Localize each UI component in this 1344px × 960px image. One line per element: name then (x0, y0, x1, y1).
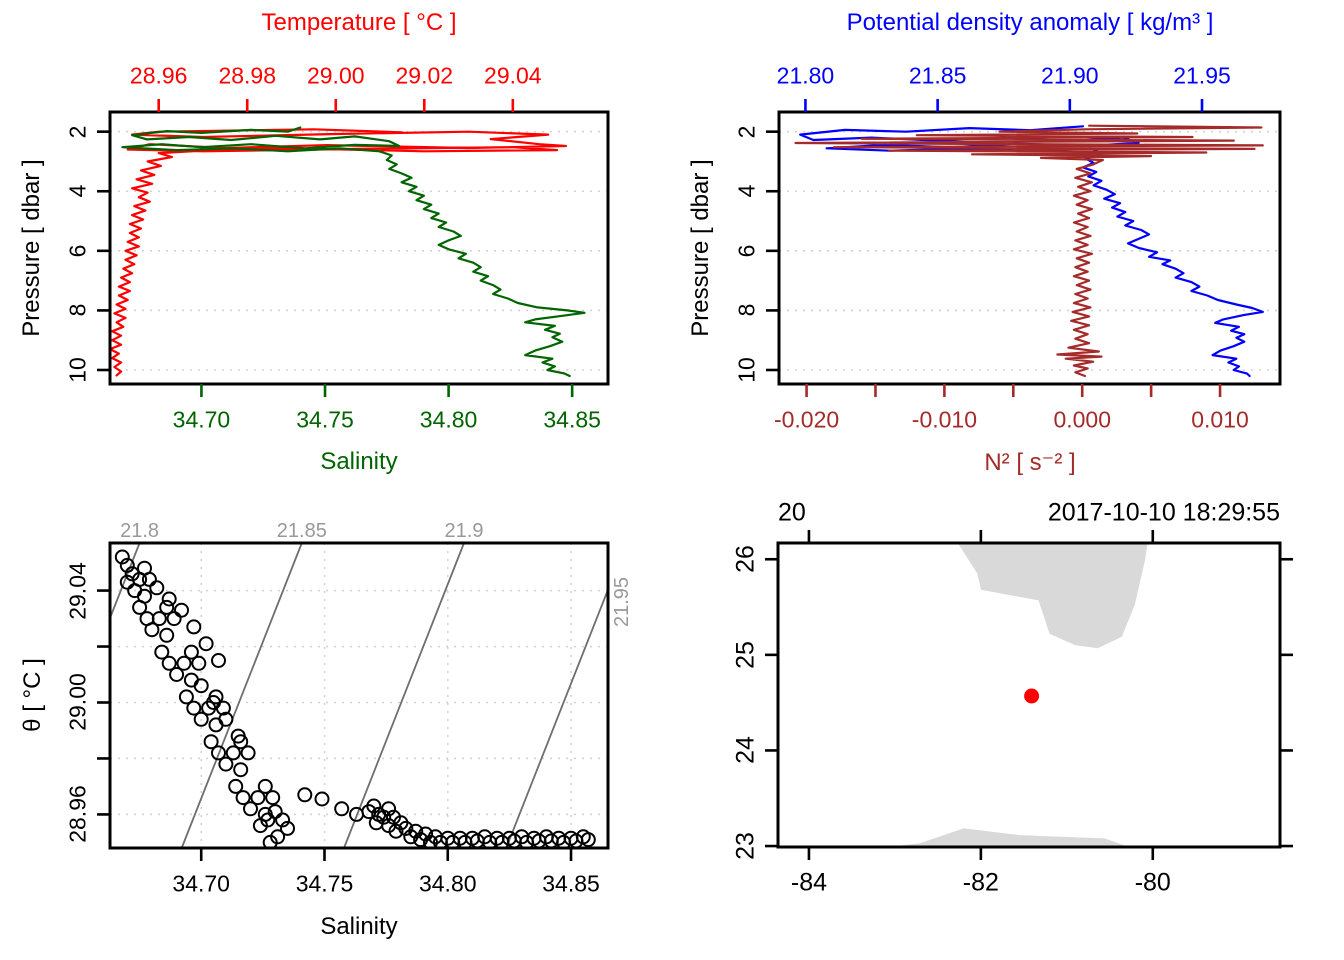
p1-left-tick-label-2: 6 (64, 244, 91, 258)
p2-bottom-tick-label-4: 0.000 (1053, 406, 1111, 433)
pressure-axis-title-right-panel: Pressure [ dbar ] (687, 159, 714, 337)
p1-top-tick-label-1: 28.98 (218, 62, 276, 89)
pressure-axis-title-left-panel: Pressure [ dbar ] (18, 159, 45, 337)
p1-left-tick-label-1: 4 (64, 184, 91, 198)
p2-left-tick-label-0: 2 (733, 125, 760, 139)
density-axis-title: Potential density anomaly [ kg/m³ ] (846, 9, 1214, 36)
p4-lon-tick-label-0: -84 (790, 868, 828, 897)
p2-bottom-tick-label-2: -0.010 (911, 406, 977, 433)
p2-left-tick-label-3: 8 (733, 304, 760, 317)
p3-left-tick-label-4: 29.04 (64, 561, 91, 620)
p3-bottom-tick-label-3: 34.85 (542, 870, 600, 897)
p2-top-tick-label-0: 21.80 (776, 62, 835, 89)
theta-axis-title: θ [ °C ] (19, 658, 46, 732)
p4-lon-tick-label-2: -80 (1134, 868, 1171, 897)
p2-left-tick-label-2: 6 (733, 244, 760, 258)
p1-bottom-tick-label-2: 34.80 (419, 406, 478, 433)
p2-top-tick-label-2: 21.90 (1041, 62, 1099, 89)
salinity-axis-title: Salinity (320, 448, 398, 475)
station-location-dot (1024, 688, 1040, 704)
temperature-axis-title: Temperature [ °C ] (261, 9, 457, 36)
p2-top-tick-label-1: 21.85 (908, 62, 967, 89)
p1-left-tick-label-0: 2 (64, 125, 91, 139)
p4-lat-tick-label-3: 26 (731, 545, 760, 574)
land-cuba (886, 828, 1133, 847)
p4-lat-tick-label-2: 25 (731, 640, 760, 669)
p2-left-tick-label-4: 10 (733, 357, 760, 383)
p1-bottom-tick-label-0: 34.70 (172, 406, 231, 433)
isopycnal-label-21.9: 21.9 (444, 520, 484, 542)
p1-top-tick-label-0: 28.96 (129, 62, 188, 89)
p3-left-tick-label-0: 28.96 (64, 785, 91, 844)
p3-bottom-tick-label-1: 34.75 (295, 870, 354, 897)
p4-lat-tick-label-0: 23 (731, 832, 760, 860)
station-datetime-label: 2017-10-10 18:29:55 (1047, 498, 1280, 527)
p3-bottom-tick-label-0: 34.70 (172, 870, 230, 897)
station-number-label: 20 (778, 498, 806, 527)
p1-top-tick-label-3: 29.02 (395, 62, 454, 89)
p3-bottom-tick-label-2: 34.80 (418, 870, 477, 897)
p2-bottom-tick-label-0: -0.020 (773, 406, 840, 433)
ts-salinity-axis-title: Salinity (320, 913, 398, 940)
p1-top-tick-label-2: 29.00 (306, 62, 365, 89)
p2-bottom-tick-label-6: 0.010 (1191, 406, 1249, 433)
p2-top-tick-label-3: 21.95 (1173, 62, 1231, 89)
land-florida (957, 543, 1148, 649)
isopycnal-label-21.85: 21.85 (276, 520, 327, 542)
p4-lon-tick-label-1: -82 (962, 868, 999, 897)
isopycnal-label-21.95: 21.95 (611, 576, 633, 627)
p3-left-tick-label-2: 29.00 (64, 673, 91, 732)
p1-top-tick-label-4: 29.04 (484, 62, 542, 89)
p1-left-tick-label-4: 10 (64, 357, 91, 383)
p1-left-tick-label-3: 8 (64, 304, 91, 317)
p4-lat-tick-label-1: 24 (731, 736, 760, 765)
p2-left-tick-label-1: 4 (733, 184, 760, 198)
n2-axis-title: N² [ s⁻² ] (984, 449, 1076, 476)
isopycnal-label-21.8: 21.8 (120, 520, 160, 542)
p1-bottom-tick-label-3: 34.85 (543, 406, 601, 433)
p1-bottom-tick-label-1: 34.75 (296, 406, 354, 433)
